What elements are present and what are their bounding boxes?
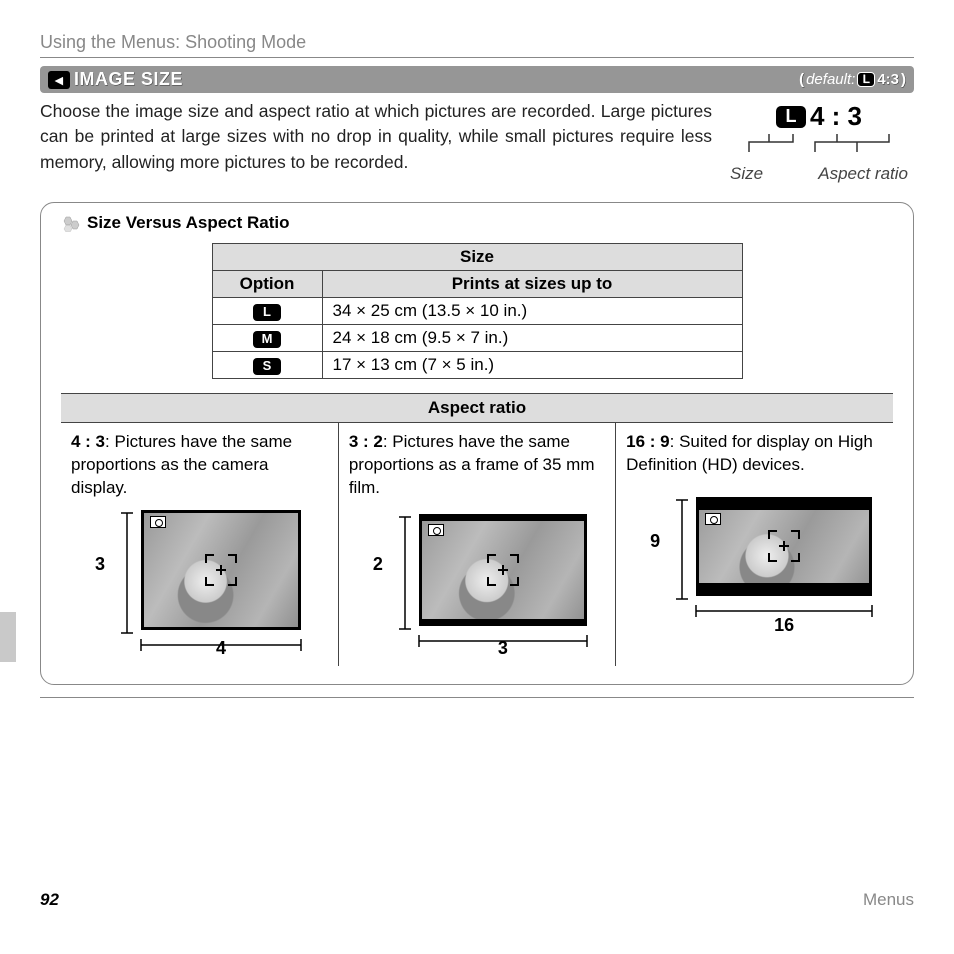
caption-aspect: Aspect ratio [818,164,908,184]
aspect-desc-2: 16 : 9: Suited for display on High Defin… [626,431,883,477]
aspect-figure-2: 9 16 [626,487,883,637]
title-bar: ◄ IMAGE SIZE ( default: L 4:3 ) [40,66,914,93]
page-number: 92 [40,890,59,910]
page-edge-tab [0,612,16,662]
size-val-1: 24 × 18 cm (9.5 × 7 in.) [322,325,742,352]
aspect-frame [141,510,301,630]
aspect-cell-0: 4 : 3: Pictures have the same proportion… [61,423,338,666]
size-badge-m: M [253,331,281,348]
callout-box: Size Versus Aspect Ratio Size Option Pri… [40,202,914,685]
callout-title: Size Versus Aspect Ratio [61,213,893,233]
back-icon: ◄ [48,71,70,89]
default-ratio: 4:3 [877,71,899,88]
diagram-label: L 4 : 3 [776,101,862,132]
bottom-rule [40,697,914,698]
aspect-vlabel: 9 [650,529,660,553]
focus-brackets-icon [767,529,801,563]
aspect-cell-1: 3 : 2: Pictures have the same proportion… [338,423,615,666]
focus-brackets-icon [486,553,520,587]
size-row-1: M 24 × 18 cm (9.5 × 7 in.) [212,325,742,352]
aspect-table: Aspect ratio 4 : 3: Pictures have the sa… [61,393,893,666]
default-word: default: [806,71,855,88]
section-heading: Using the Menus: Shooting Mode [40,32,914,58]
size-col-prints: Prints at sizes up to [322,271,742,298]
diagram-size-badge: L [776,106,806,128]
aspect-cell-2: 16 : 9: Suited for display on High Defin… [616,423,893,666]
size-row-2: S 17 × 13 cm (7 × 5 in.) [212,352,742,379]
manual-page: Using the Menus: Shooting Mode ◄ IMAGE S… [0,0,954,698]
aspect-header: Aspect ratio [61,394,893,423]
aspect-hlabel: 4 [141,636,301,660]
diagram-ratio: 4 : 3 [810,101,862,132]
size-table-main-header: Size [212,244,742,271]
size-badge-l: L [253,304,281,321]
caption-size: Size [730,164,763,184]
aspect-hlabel: 3 [419,636,587,660]
aspect-desc-1: 3 : 2: Pictures have the same proportion… [349,431,605,500]
size-val-0: 34 × 25 cm (13.5 × 10 in.) [322,298,742,325]
aspect-figure-0: 34 [71,510,328,660]
size-row-0: L 34 × 25 cm (13.5 × 10 in.) [212,298,742,325]
default-close: ) [901,71,906,88]
aspect-frame [696,497,872,596]
callout-title-text: Size Versus Aspect Ratio [87,213,290,233]
aspect-vlabel: 3 [95,552,105,576]
title-text: IMAGE SIZE [74,69,183,90]
aspect-vlabel: 2 [373,552,383,576]
camera-icon [150,516,166,528]
intro-row: Choose the image size and aspect ratio a… [40,99,914,184]
aspect-frame [419,514,587,626]
hex-icon [61,214,81,232]
footer-section: Menus [863,890,914,910]
camera-icon [705,513,721,525]
aspect-figure-1: 23 [349,510,605,660]
size-badge-s: S [253,358,281,375]
focus-brackets-icon [204,553,238,587]
title-bar-right: ( default: L 4:3 ) [799,71,906,88]
aspect-desc-0: 4 : 3: Pictures have the same proportion… [71,431,328,500]
default-size-badge: L [857,72,875,87]
default-open: ( [799,71,804,88]
diagram-captions: Size Aspect ratio [724,164,914,184]
bracket-icon [739,132,899,162]
page-footer: 92 Menus [40,890,914,910]
size-table: Size Option Prints at sizes up to L 34 ×… [212,243,743,379]
size-col-option: Option [212,271,322,298]
aspect-hlabel: 16 [696,613,872,637]
camera-icon [428,524,444,536]
title-bar-left: ◄ IMAGE SIZE [48,69,183,90]
size-val-2: 17 × 13 cm (7 × 5 in.) [322,352,742,379]
intro-text: Choose the image size and aspect ratio a… [40,99,712,184]
side-diagram: L 4 : 3 Size Aspect ratio [724,99,914,184]
